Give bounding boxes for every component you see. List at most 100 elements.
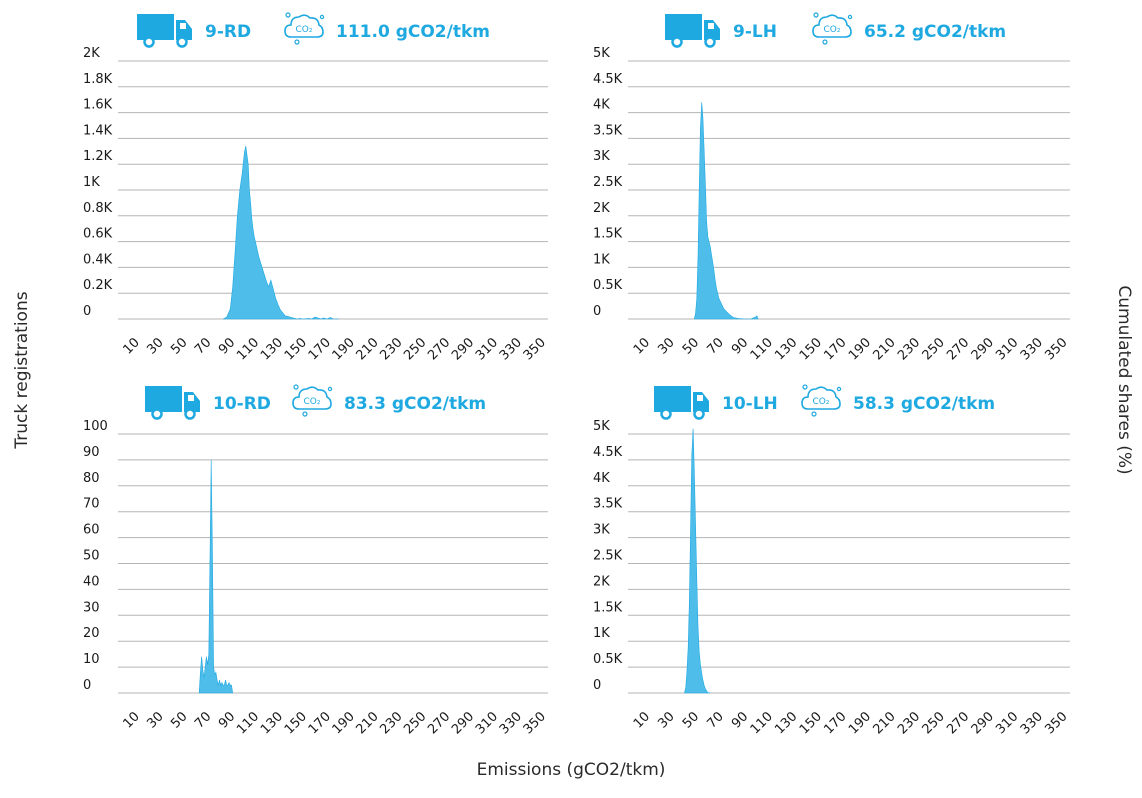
y-tick-label: 40 [83,574,100,589]
y-tick-label: 2.5K [593,549,623,564]
y-tick-label: 0.4K [83,252,113,267]
x-tick-label: 270 [944,335,972,363]
x-tick-label: 150 [282,709,310,737]
x-tick-label: 230 [377,335,405,363]
x-tick-label: 130 [258,709,286,737]
y-tick-label: 10 [83,652,100,667]
y-axis-title-right: Cumulated shares (%) [1114,285,1134,475]
x-tick-label: 230 [895,709,923,737]
distribution-area [684,428,711,694]
y-tick-label: 100 [83,419,108,434]
x-tick-label: 50 [680,335,702,357]
x-tick-label: 190 [846,709,874,737]
x-tick-label: 150 [797,335,825,363]
truck-icon [654,386,709,420]
y-tick-label: 50 [83,549,100,564]
x-tick-label: 30 [144,335,166,357]
y-tick-label: 0.5K [593,652,623,667]
x-tick-label: 170 [306,335,334,363]
x-tick-label: 10 [631,335,653,357]
x-tick-label: 110 [234,335,262,363]
x-tick-label: 310 [993,709,1021,737]
x-tick-label: 190 [846,335,874,363]
distribution-area [198,459,234,694]
y-tick-label: 60 [83,523,100,538]
emission-value: 58.3 gCO2/tkm [853,394,995,414]
x-tick-label: 210 [353,709,381,737]
chart-panel-9-lh: 5K 4.5K 4K 3.5K 3K 2.5K 2K 1.5K 1K 0.5K 0 10 30 50 70 9… [593,12,1071,363]
x-axis-title: Emissions (gCO2/tkm) [476,760,666,780]
truck-icon [665,14,720,48]
x-tick-label: 70 [192,709,214,731]
y-tick-label: 1.8K [83,72,113,87]
emission-value: 83.3 gCO2/tkm [344,394,486,414]
emission-value: 65.2 gCO2/tkm [864,22,1006,42]
x-tick-label: 250 [401,335,429,363]
x-tick-label: 110 [234,709,262,737]
y-tick-label: 0 [593,304,601,319]
x-tick-label: 270 [944,709,972,737]
x-tick-label: 10 [631,709,653,731]
x-tick-label: 290 [969,335,997,363]
y-tick-label: 2K [593,574,610,589]
x-tick-label: 250 [920,335,948,363]
y-tick-label: 70 [83,497,100,512]
x-tick-label: 330 [1018,709,1046,737]
y-tick-label: 1K [593,252,610,267]
x-tick-label: 270 [425,709,453,737]
y-tick-label: 4K [593,471,610,486]
y-tick-label: 1.5K [593,227,623,242]
y-axis-title-left: Truck registrations [12,291,32,449]
y-tick-label: 1.2K [83,149,113,164]
x-tick-label: 310 [473,709,501,737]
y-tick-label: 90 [83,445,100,460]
svg-text:CO₂: CO₂ [304,397,321,407]
x-tick-label: 50 [168,335,190,357]
x-tick-label: 30 [655,335,677,357]
y-tick-label: 4.5K [593,72,623,87]
svg-text:CO₂: CO₂ [824,25,841,35]
x-tick-label: 110 [748,335,776,363]
svg-text:CO₂: CO₂ [813,397,830,407]
x-tick-label: 270 [425,335,453,363]
x-tick-label: 210 [353,335,381,363]
x-tick-label: 30 [144,709,166,731]
truck-class-label: 10-RD [213,394,271,414]
x-tick-label: 210 [870,709,898,737]
co2-cloud-icon: CO₂ [801,384,842,417]
emission-value: 111.0 gCO2/tkm [336,22,490,42]
x-tick-label: 290 [449,709,477,737]
x-tick-label: 130 [772,709,800,737]
x-tick-label: 70 [704,709,726,731]
x-tick-label: 70 [192,335,214,357]
y-tick-label: 2K [593,201,610,216]
x-tick-label: 110 [748,709,776,737]
x-tick-label: 70 [704,335,726,357]
x-tick-label: 290 [449,335,477,363]
x-tick-label: 350 [521,709,549,737]
x-tick-label: 150 [282,335,310,363]
y-tick-label: 0 [83,678,91,693]
y-tick-label: 0.6K [83,227,113,242]
y-tick-label: 1.6K [83,98,113,113]
x-tick-label: 350 [1042,709,1070,737]
y-tick-label: 0.8K [83,201,113,216]
x-tick-label: 10 [120,709,142,731]
y-tick-label: 0.2K [83,278,113,293]
co2-cloud-icon: CO₂ [292,384,333,417]
x-tick-label: 310 [473,335,501,363]
x-tick-label: 330 [1018,335,1046,363]
x-tick-label: 230 [895,335,923,363]
y-tick-label: 5K [593,419,610,434]
x-tick-label: 250 [920,709,948,737]
y-tick-label: 1.5K [593,600,623,615]
x-tick-label: 130 [772,335,800,363]
x-tick-label: 170 [306,709,334,737]
y-tick-label: 3.5K [593,497,623,512]
y-tick-label: 1K [83,175,100,190]
x-tick-label: 250 [401,709,429,737]
y-tick-label: 4K [593,98,610,113]
